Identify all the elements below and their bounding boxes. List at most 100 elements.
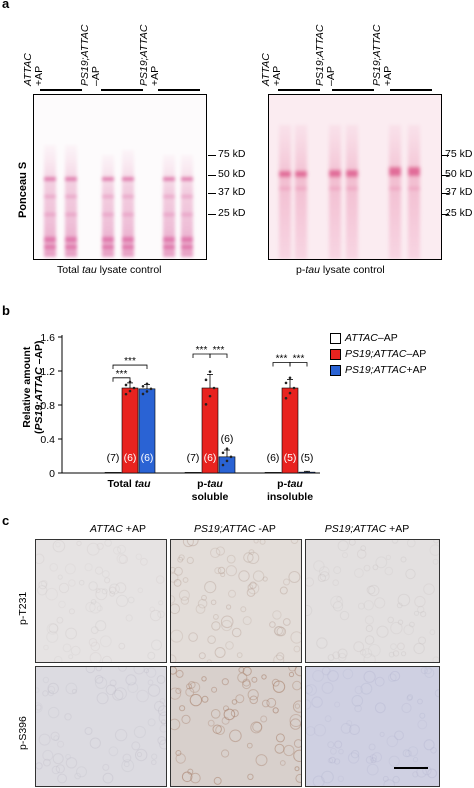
cell-outline (157, 610, 165, 619)
n-label: (6) (221, 433, 234, 445)
n-label: (6) (141, 452, 154, 464)
cell-outline (292, 700, 301, 713)
cell-outline (366, 763, 379, 776)
cell-outline (109, 586, 117, 594)
cell-outline (101, 655, 112, 662)
cell-outline (160, 719, 166, 725)
cell-outline (413, 610, 420, 616)
sig-bracket-total-1 (112, 377, 131, 382)
cell-outline (417, 719, 428, 730)
cell-outline (171, 629, 184, 643)
cell-outline (273, 626, 284, 636)
cell-outline (406, 695, 413, 702)
right-tick-75 (441, 155, 449, 156)
cell-outline (382, 775, 389, 782)
cell-outline (114, 687, 127, 701)
cell-outline (337, 775, 344, 783)
cell-outline (388, 651, 395, 658)
cell-outline (374, 676, 385, 687)
cell-outline (363, 670, 376, 683)
n-label: (6) (267, 452, 280, 464)
cell-outline (220, 572, 226, 578)
cell-outline (56, 616, 64, 624)
cell-outline (412, 771, 419, 778)
cell-outline (231, 699, 238, 705)
cell-outline (116, 594, 129, 608)
cell-outline (52, 753, 64, 765)
cell-outline (389, 670, 401, 682)
cell-outline (48, 706, 60, 719)
cell-outline (157, 736, 166, 745)
cell-outline (36, 704, 42, 711)
data-point (292, 386, 296, 390)
cell-outline (113, 546, 122, 555)
cell-outline (90, 641, 101, 652)
cell-outline (215, 546, 226, 556)
cell-outline (55, 541, 61, 548)
cell-outline (346, 720, 353, 727)
cell-outline (95, 588, 108, 601)
cell-outline (175, 669, 184, 678)
data-point (208, 370, 212, 373)
cell-outline (158, 600, 164, 606)
cell-outline (57, 574, 63, 580)
cell-outline (365, 756, 374, 764)
cell-outline (418, 636, 426, 645)
data-point (145, 390, 149, 393)
cell-outline (151, 759, 157, 766)
left-lane-bar-1 (40, 89, 82, 91)
cell-outline (89, 601, 102, 614)
sig-bracket-total-2-stars: *** (124, 356, 136, 367)
cell-outline (147, 684, 161, 697)
cell-outline (247, 773, 254, 781)
cell-outline (125, 614, 133, 622)
sig-bracket-insoluble-1-stars: *** (276, 354, 288, 365)
n-label: (6) (204, 452, 217, 464)
cell-outline (327, 670, 339, 682)
cell-outline (180, 596, 190, 605)
cell-outline (306, 685, 313, 694)
cell-outline (424, 668, 435, 678)
cell-outline (210, 547, 221, 558)
cell-outline (364, 615, 375, 625)
cell-outline (108, 583, 120, 595)
cell-outline (247, 551, 260, 564)
left-marker-37: 37 kD (218, 186, 246, 198)
cell-outline (85, 667, 96, 674)
cell-outline (330, 747, 337, 755)
cell-outline (313, 560, 325, 572)
cell-outline (102, 772, 114, 784)
cell-outline (154, 700, 165, 712)
cell-outline (55, 764, 65, 774)
cell-outline (402, 749, 411, 758)
cell-outline (293, 749, 301, 762)
cell-outline (156, 675, 166, 684)
cell-outline (283, 578, 290, 586)
cell-outline (185, 687, 195, 697)
cell-outline (412, 756, 419, 763)
cell-outline (272, 680, 286, 693)
cell-outline (36, 553, 45, 565)
cell-outline (201, 676, 207, 682)
cell-outline (217, 566, 226, 575)
sig-bracket-soluble-1-stars: *** (196, 345, 208, 356)
cell-outline (429, 629, 436, 636)
cell-outline (65, 627, 77, 640)
cell-outline (84, 563, 93, 572)
cell-outline (249, 581, 257, 589)
cell-outline (42, 690, 49, 697)
cell-outline (354, 568, 364, 578)
y-tick-label: 0 (49, 468, 55, 480)
cell-outline (288, 667, 297, 672)
cell-outline (186, 540, 199, 547)
data-point (145, 382, 149, 386)
cell-outline (182, 540, 194, 548)
cell-outline (225, 565, 238, 577)
cell-outline (188, 680, 196, 689)
histo-pt231-ps19-minus-ap (170, 539, 302, 663)
cell-outline (407, 746, 419, 757)
cell-outline (333, 566, 342, 575)
histo-pt231-attac-plus-ap (35, 539, 167, 663)
cell-outline (247, 582, 260, 595)
cell-outline (434, 689, 439, 698)
